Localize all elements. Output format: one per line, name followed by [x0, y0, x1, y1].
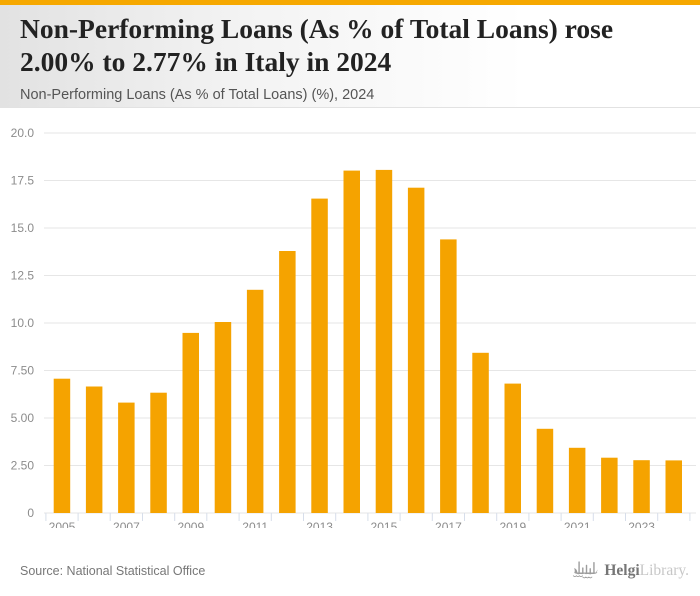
svg-text:17.5: 17.5 [11, 174, 35, 188]
svg-text:0: 0 [27, 506, 34, 520]
svg-text:2021: 2021 [564, 520, 591, 528]
svg-text:2023: 2023 [628, 520, 655, 528]
svg-text:2007: 2007 [113, 520, 140, 528]
svg-text:2009: 2009 [177, 520, 204, 528]
svg-text:2.50: 2.50 [11, 459, 35, 473]
svg-text:20.0: 20.0 [11, 126, 35, 140]
svg-text:2017: 2017 [435, 520, 462, 528]
svg-text:5.00: 5.00 [11, 411, 35, 425]
svg-text:15.0: 15.0 [11, 221, 35, 235]
svg-text:2011: 2011 [242, 520, 268, 528]
svg-text:2015: 2015 [371, 520, 398, 528]
svg-text:2005: 2005 [49, 520, 76, 528]
svg-text:7.50: 7.50 [11, 364, 35, 378]
svg-text:2013: 2013 [306, 520, 333, 528]
svg-text:12.5: 12.5 [11, 269, 35, 283]
svg-text:2019: 2019 [499, 520, 526, 528]
svg-text:10.0: 10.0 [11, 316, 35, 330]
